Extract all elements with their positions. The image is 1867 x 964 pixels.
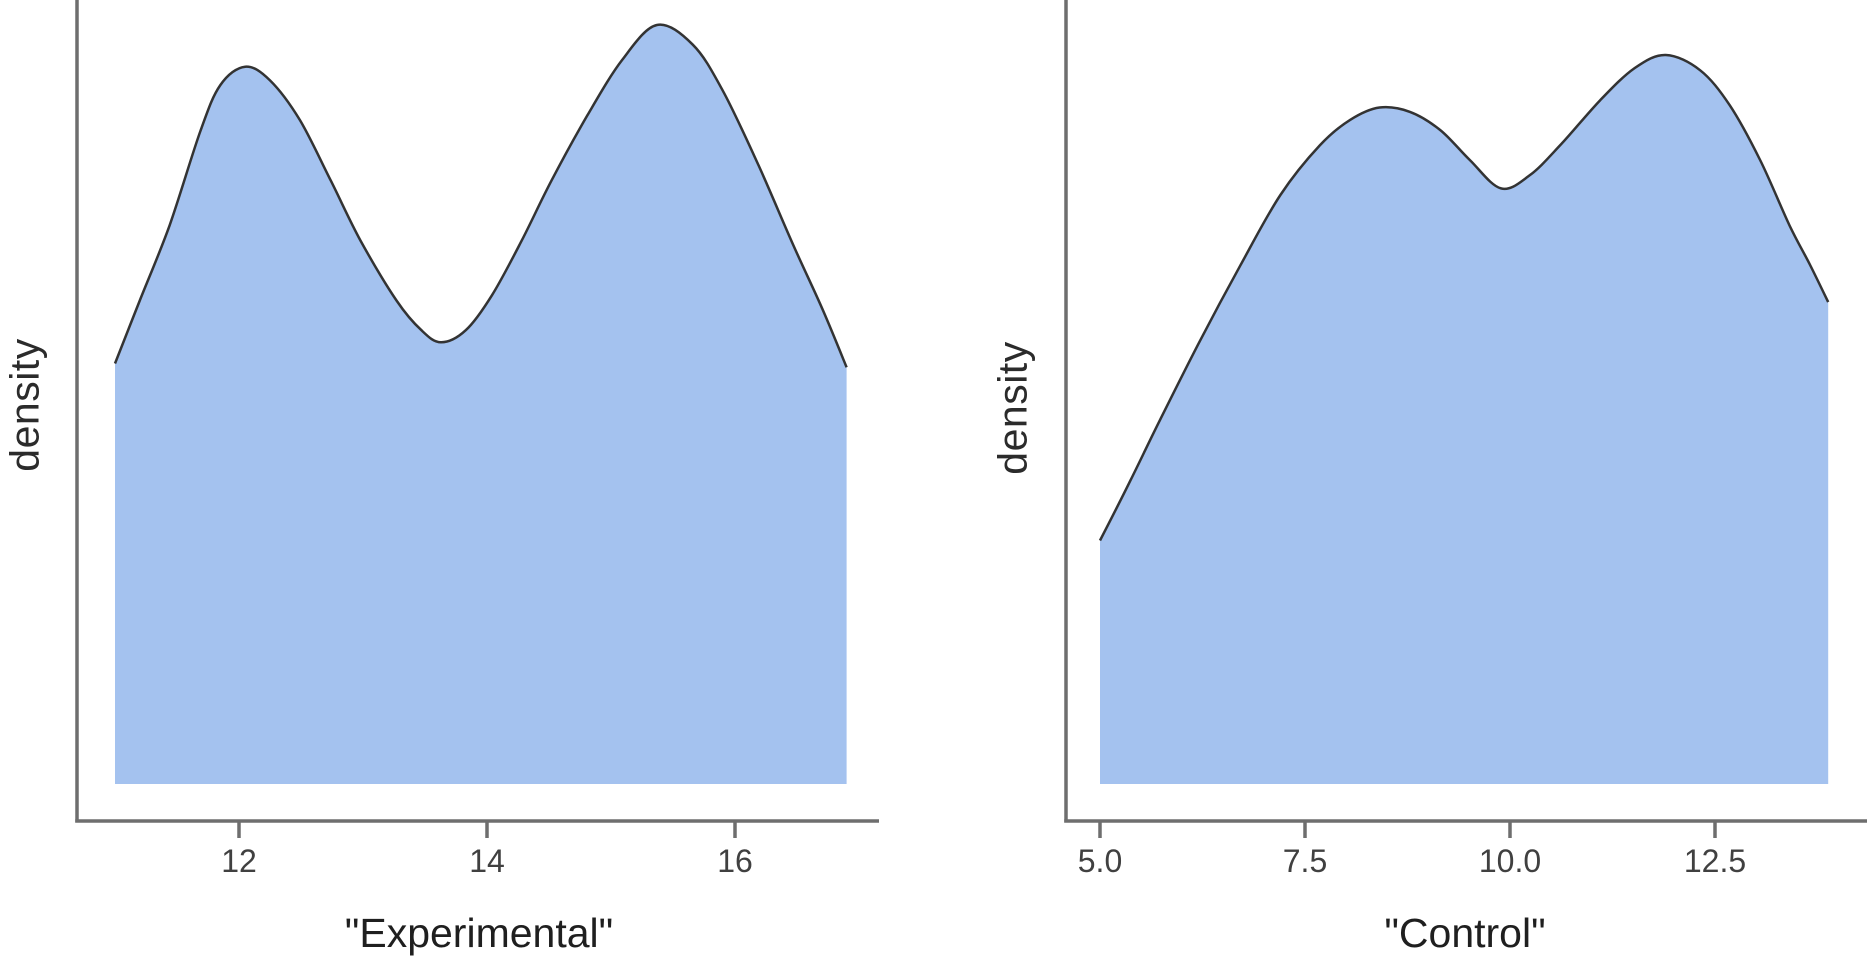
x-tick-label-right: 5.0 [1077,843,1123,879]
y-axis-title-right: density [989,341,1036,475]
density-curve-left [113,23,848,368]
density-area-right [1100,54,1829,785]
density-area-left [115,24,847,784]
x-axis-title-control: "Control" [1384,910,1546,956]
x-tick-label-left: 14 [469,843,505,879]
x-tick-label-right: 7.5 [1282,843,1328,879]
density-plot-left [75,0,879,838]
x-tick-label-right: 12.5 [1683,843,1747,879]
density-plot-right [1064,0,1867,838]
x-tick-label-left: 12 [221,843,257,879]
x-tick-label-right: 10.0 [1478,843,1542,879]
density-curve-right [1098,53,1830,542]
y-axis-title-left: density [1,338,48,472]
x-axis-title-experimental: "Experimental" [344,910,614,956]
x-tick-label-left: 16 [717,843,753,879]
